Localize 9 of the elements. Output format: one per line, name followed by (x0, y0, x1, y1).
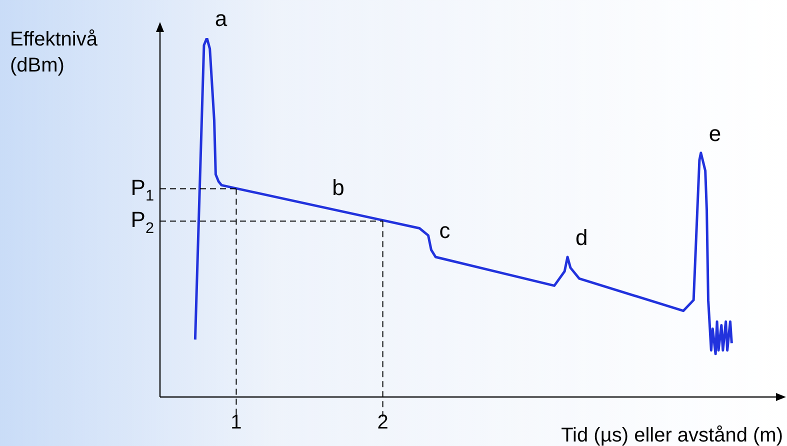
annotation: a (214, 6, 228, 32)
x-axis-title: Tid (µs) eller avstånd (m) (561, 424, 784, 446)
x-tick-label: 2 (377, 412, 388, 434)
annotation: b (332, 174, 344, 200)
annotation: c (439, 218, 450, 243)
annotation: e (708, 120, 722, 146)
annotation: d (576, 225, 588, 250)
y-axis-title: Effektnivå (dBm) (10, 28, 98, 77)
x-tick-label: 1 (230, 412, 242, 434)
